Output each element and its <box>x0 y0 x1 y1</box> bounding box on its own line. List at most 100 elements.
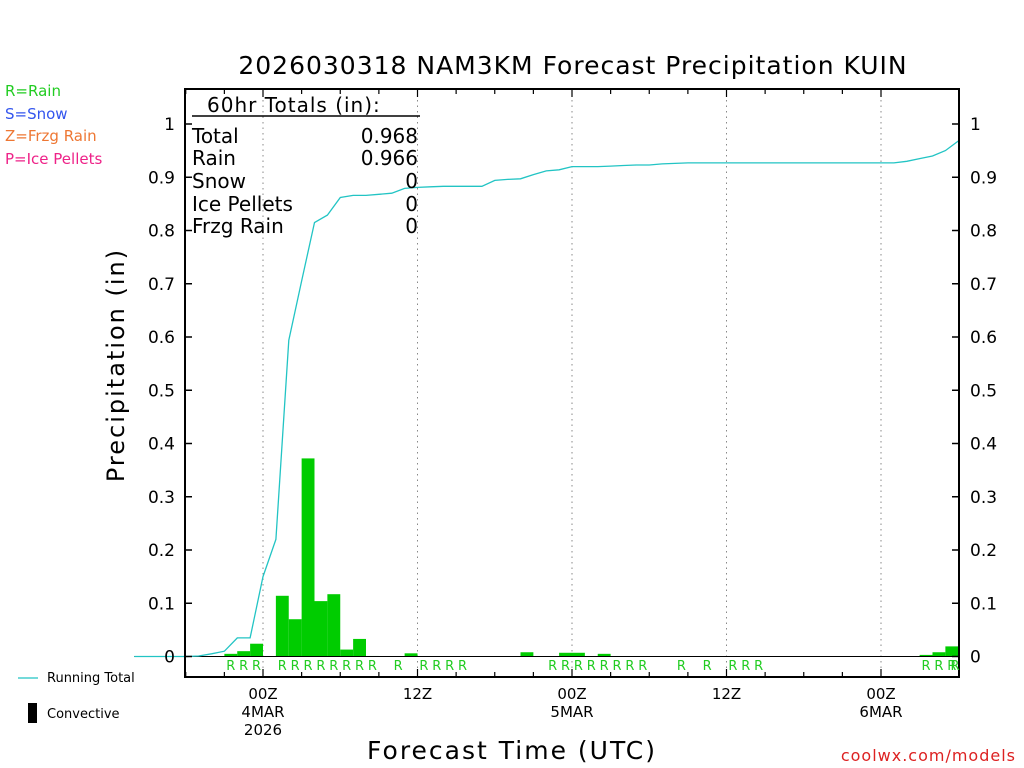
ptype-marker: R <box>728 659 737 674</box>
ptype-marker: R <box>950 659 959 674</box>
x-tick-label: 00Z <box>248 685 277 703</box>
y-axis-left: 0 0.1 0.2 0.3 0.4 0.5 0.6 0.7 0.8 0.9 1 <box>148 115 192 668</box>
y-tick-label: 0.5 <box>148 381 175 401</box>
y-tick-label: 0.6 <box>148 328 175 348</box>
x-axis-label: Forecast Time (UTC) <box>367 736 657 765</box>
running-total-line <box>134 140 959 658</box>
legend-rain: R=Rain <box>5 82 61 100</box>
precip-bar <box>919 654 933 657</box>
ptype-marker: R <box>613 659 622 674</box>
ptype-marker: R <box>226 659 235 674</box>
precip-bar <box>353 638 366 657</box>
ptype-marker: R <box>419 659 428 674</box>
precip-bar <box>404 653 418 657</box>
totals-frzg-rain-value: 0 <box>405 214 418 238</box>
precip-bars <box>224 458 959 657</box>
ptype-marker: R <box>394 659 403 674</box>
ptype-marker: R <box>368 659 377 674</box>
x-tick-label: 12Z <box>403 685 432 703</box>
ptype-marker: R <box>625 659 634 674</box>
y-tick-label: 0.7 <box>970 275 997 295</box>
x-tick-label: 4MAR <box>241 703 284 721</box>
totals-box: 60hr Totals (in): Total 0.968 Rain 0.966… <box>191 93 420 238</box>
totals-heading: 60hr Totals (in): <box>207 93 381 117</box>
ptype-marker: R <box>252 659 261 674</box>
y-axis-label: Precipitation (in) <box>102 248 130 482</box>
precip-bar <box>572 652 585 657</box>
precip-bar <box>237 651 251 657</box>
ptype-marker: R <box>432 659 441 674</box>
y-tick-label: 0 <box>970 648 981 668</box>
totals-snow-label: Snow <box>192 169 246 193</box>
y-tick-label: 0.1 <box>970 594 997 614</box>
precip-bar <box>288 619 302 657</box>
chart-title: 2026030318 NAM3KM Forecast Precipitation… <box>238 51 907 80</box>
y-tick-label: 0.2 <box>148 541 175 561</box>
ptype-marker: R <box>278 659 287 674</box>
x-tick-label: 00Z <box>557 685 586 703</box>
ptype-marker: R <box>638 659 647 674</box>
ptype-marker: R <box>922 659 931 674</box>
totals-frzg-rain-label: Frzg Rain <box>192 214 284 238</box>
ptype-marker: R <box>445 659 454 674</box>
x-tick-label: 5MAR <box>550 703 593 721</box>
precip-bar <box>314 601 328 657</box>
totals-total-value: 0.968 <box>361 124 418 148</box>
y-tick-label: 0.1 <box>148 594 175 614</box>
precip-bar <box>301 458 315 657</box>
precip-bar <box>932 652 946 657</box>
y-tick-label: 0.6 <box>970 328 997 348</box>
y-tick-label: 0.4 <box>148 435 175 455</box>
y-tick-label: 0.9 <box>970 168 997 188</box>
precip-bar <box>327 594 341 657</box>
y-tick-label: 0.5 <box>970 381 997 401</box>
precip-bar <box>224 653 238 657</box>
y-tick-label: 1 <box>164 115 175 135</box>
watermark: coolwx.com/models <box>841 746 1016 765</box>
totals-ice-pellets-value: 0 <box>405 192 418 216</box>
y-tick-label: 0.9 <box>148 168 175 188</box>
ptype-marker: R <box>677 659 686 674</box>
ptype-marker: R <box>548 659 557 674</box>
y-tick-label: 0.8 <box>970 222 997 242</box>
precip-bar <box>250 643 263 657</box>
ptype-marker: R <box>574 659 583 674</box>
y-tick-label: 0.4 <box>970 435 997 455</box>
x-tick-label: 6MAR <box>859 703 902 721</box>
x-tick-label: 2026 <box>244 721 282 739</box>
precip-bar <box>945 646 959 657</box>
totals-total-label: Total <box>191 124 239 148</box>
ptype-marker: R <box>329 659 338 674</box>
ptype-marker: R <box>703 659 712 674</box>
ptype-markers: R R R R R R R R R R R R R R R R R R R R R R R R R R R R R R R RR <box>226 659 959 674</box>
vertical-gridlines <box>262 89 882 677</box>
precip-bar <box>559 652 572 657</box>
convective-legend-swatch <box>28 703 37 723</box>
ptype-marker: R <box>587 659 596 674</box>
legend-snow: S=Snow <box>5 105 68 123</box>
totals-ice-pellets-label: Ice Pellets <box>192 192 293 216</box>
precip-bar <box>275 595 289 657</box>
ptype-marker: R <box>934 659 943 674</box>
precip-bar <box>520 652 534 657</box>
ptype-marker: R <box>355 659 364 674</box>
precip-bar <box>340 649 354 657</box>
ptype-marker: R <box>291 659 300 674</box>
ptype-marker: R <box>239 659 248 674</box>
y-tick-label: 1 <box>970 115 981 135</box>
ptype-marker: R <box>561 659 570 674</box>
ptype-marker: R <box>600 659 609 674</box>
ptype-marker: R <box>741 659 750 674</box>
totals-snow-value: 0 <box>405 169 418 193</box>
y-tick-label: 0.7 <box>148 275 175 295</box>
y-tick-label: 0.3 <box>970 488 997 508</box>
ptype-marker: R <box>304 659 313 674</box>
totals-rain-value: 0.966 <box>361 146 418 170</box>
ptype-marker: R <box>342 659 351 674</box>
x-tick-label: 12Z <box>712 685 741 703</box>
y-tick-label: 0 <box>164 648 175 668</box>
y-tick-label: 0.2 <box>970 541 997 561</box>
convective-legend-label: Convective <box>47 707 120 722</box>
